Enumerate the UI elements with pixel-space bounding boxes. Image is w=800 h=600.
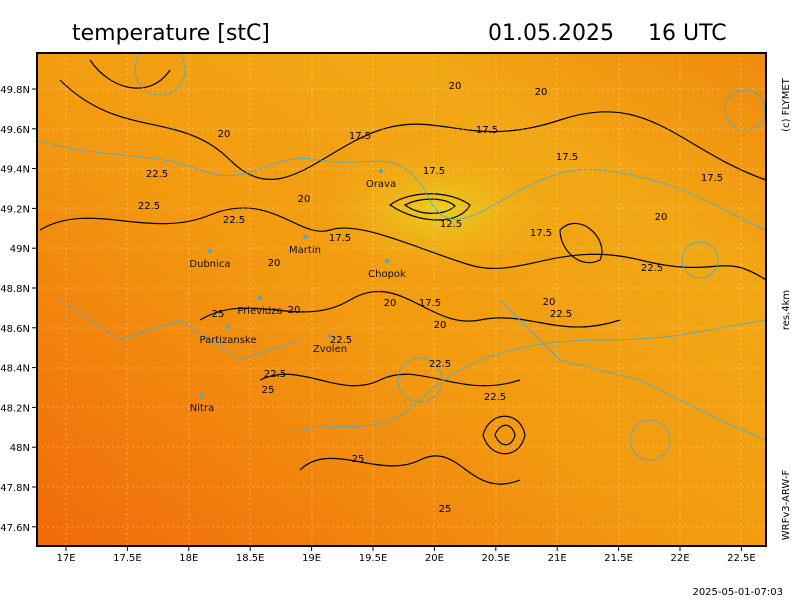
contour-label: 20 [298, 194, 311, 205]
contour-label: 25 [439, 504, 452, 515]
graticule [37, 53, 766, 546]
contour-label: 17.5 [701, 173, 723, 184]
place-dot [303, 235, 307, 239]
cool-area [310, 140, 570, 280]
y-tick-label: 49.2N [0, 204, 30, 215]
contour-label: 22.5 [429, 359, 451, 370]
y-tick-label: 49.6N [0, 125, 30, 136]
timestamp: 2025-05-01-07:03 [692, 587, 783, 598]
x-tick-label: 21E [548, 553, 567, 564]
contour-label: 22.5 [146, 169, 168, 180]
contour-label: 22.5 [641, 263, 663, 274]
y-tick-label: 48.4N [0, 364, 30, 375]
y-tick-label: 47.6N [0, 523, 30, 534]
place-dot [385, 259, 389, 263]
y-tick-label: 49.8N [0, 85, 30, 96]
copyright: (c) FLYMET [781, 77, 792, 132]
contour-label: 20 [268, 258, 281, 269]
place-label: Zvolen [313, 344, 347, 355]
contour-label: 17.5 [476, 125, 498, 136]
contour-label: 22.5 [330, 335, 352, 346]
title: temperature [stC] [72, 21, 270, 46]
contour-label: 22.5 [138, 201, 160, 212]
place-dot [226, 325, 230, 329]
place-label: Prievidza [237, 306, 282, 317]
place-label: Dubnica [189, 259, 230, 270]
contour-label: 20 [535, 87, 548, 98]
contour-label: 22.5 [264, 369, 286, 380]
x-tick-label: 17E [56, 553, 75, 564]
contour-label: 20 [384, 298, 397, 309]
y-tick-label: 48.2N [0, 403, 30, 414]
contour-label: 22.5 [223, 215, 245, 226]
contour-label: 22.5 [484, 392, 506, 403]
y-tick-label: 48.8N [0, 284, 30, 295]
contours [39, 59, 766, 485]
x-tick-label: 20E [425, 553, 444, 564]
contour-label: 17.5 [419, 298, 441, 309]
place-label: Nitra [190, 403, 214, 414]
contour-label: 20 [218, 129, 231, 140]
contour-label: 17.5 [423, 166, 445, 177]
axes: 17E 17.5E 18E 18.5E 19E 19.5E 20E 20.5E 21E 21.5E… [0, 85, 755, 564]
contour-label: 17.5 [329, 233, 351, 244]
place-label: Martin [289, 245, 321, 256]
place-dot [379, 169, 383, 173]
x-tick-label: 18.5E [236, 553, 265, 564]
contour-label: 17.5 [530, 228, 552, 239]
x-tick-label: 21.5E [604, 553, 633, 564]
contour-label: 25 [262, 385, 275, 396]
boundaries [37, 53, 766, 461]
y-tick-label: 47.8N [0, 483, 30, 494]
contour-label: 17.5 [349, 131, 371, 142]
contour-label: 20 [543, 297, 556, 308]
contour-label: 25 [212, 309, 225, 320]
place-label: Orava [366, 179, 396, 190]
x-tick-label: 18E [179, 553, 198, 564]
contour-label: 12.5 [440, 219, 462, 230]
contour-label: 20 [655, 212, 668, 223]
y-tick-label: 48.6N [0, 324, 30, 335]
y-tick-label: 49N [10, 244, 30, 255]
contour-label: 22.5 [550, 309, 572, 320]
contour-label: 20 [449, 81, 462, 92]
map-frame [36, 52, 767, 547]
x-tick-label: 22E [670, 553, 689, 564]
place-dot [258, 296, 262, 300]
place-label: Partizanske [199, 335, 256, 346]
y-tick-label: 48N [10, 443, 30, 454]
x-tick-label: 17.5E [113, 553, 142, 564]
x-tick-label: 22.5E [727, 553, 756, 564]
contour-label: 25 [352, 454, 365, 465]
place-dot [200, 393, 204, 397]
x-tick-label: 19.5E [359, 553, 388, 564]
x-tick-label: 19E [302, 553, 321, 564]
model: WRFv3-ARW-F [781, 470, 792, 541]
contour-label: 17.5 [556, 152, 578, 163]
y-tick-label: 49.4N [0, 165, 30, 176]
place-label: Chopok [368, 269, 406, 280]
place-dot [328, 334, 332, 338]
contour-label: 20 [434, 320, 447, 331]
resolution: res.4km [781, 290, 792, 330]
x-tick-label: 20.5E [482, 553, 511, 564]
time: 16 UTC [648, 21, 727, 46]
place-dot [208, 249, 212, 253]
temperature-field [37, 53, 766, 546]
contour-label: 20 [288, 305, 301, 316]
date: 01.05.2025 [488, 21, 614, 46]
